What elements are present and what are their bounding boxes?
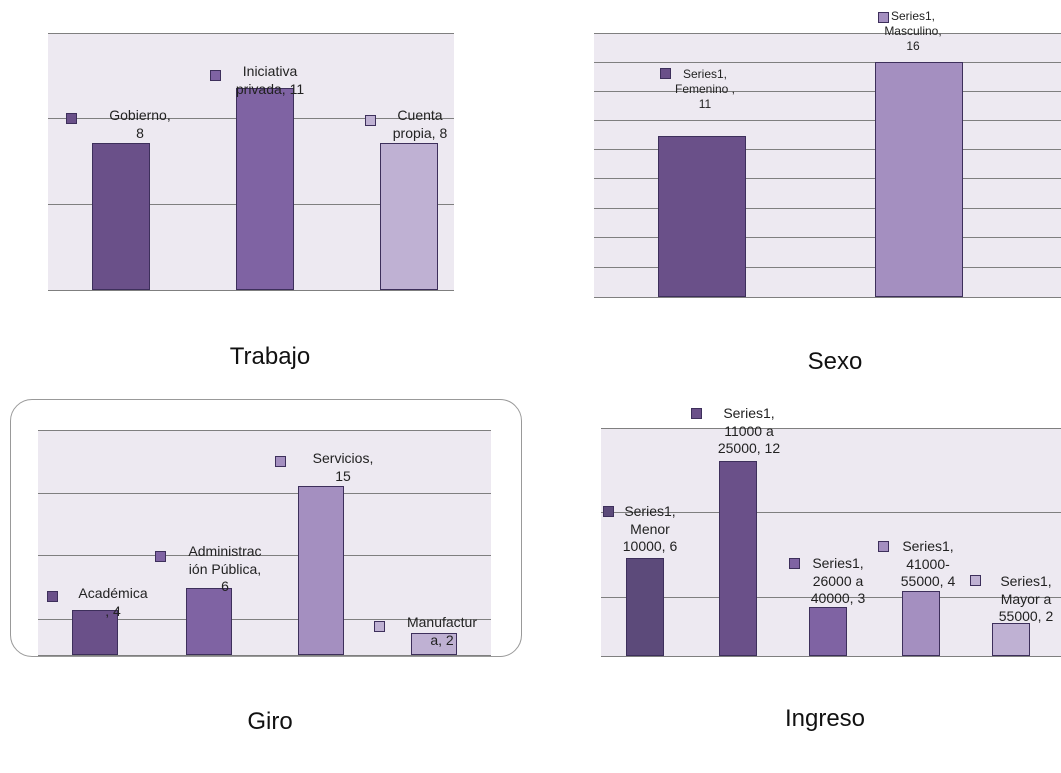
- gridline: [594, 91, 1061, 92]
- data-label-marker: [878, 541, 889, 552]
- gridline: [594, 208, 1061, 209]
- data-label-marker: [789, 558, 800, 569]
- data-label-marker: [603, 506, 614, 517]
- gridline: [594, 120, 1061, 121]
- gridline: [594, 33, 1061, 34]
- bar: [626, 558, 664, 656]
- gridline: [594, 62, 1061, 63]
- bar: [992, 623, 1030, 656]
- bar: [72, 610, 118, 655]
- data-label: Cuenta propia, 8: [392, 107, 448, 141]
- bar: [875, 62, 963, 297]
- bar: [186, 587, 232, 655]
- data-label: Iniciativa privada, 11: [235, 63, 305, 97]
- chart-title-ingreso: Ingreso: [784, 705, 866, 732]
- chart-title-giro: Giro: [247, 708, 293, 735]
- bar: [658, 135, 746, 297]
- data-label: Series1, 11000 a 25000, 12: [717, 405, 781, 456]
- data-label-marker: [47, 591, 58, 602]
- chart-title-sexo: Sexo: [807, 348, 863, 375]
- gridline: [601, 428, 1061, 429]
- data-label-marker: [210, 70, 221, 81]
- data-label-marker: [660, 68, 671, 79]
- data-label: Series1, 26000 a 40000, 3: [810, 555, 866, 606]
- chart-title-trabajo: Trabajo: [229, 343, 311, 370]
- gridline: [38, 619, 491, 620]
- gridline: [48, 290, 454, 291]
- gridline: [601, 512, 1061, 513]
- bar: [902, 590, 940, 656]
- data-label: Series1, Masculino, 16: [884, 9, 942, 53]
- data-label: Académica, 4: [78, 585, 148, 619]
- gridline: [601, 597, 1061, 598]
- data-label-marker: [374, 621, 385, 632]
- bar: [236, 88, 294, 290]
- gridline: [594, 237, 1061, 238]
- data-label: Series1, Menor 10000, 6: [622, 503, 678, 554]
- data-label: Manufactur a, 2: [406, 614, 478, 648]
- bar: [92, 143, 150, 290]
- chart-giro-frame: [10, 399, 522, 657]
- data-label: Series1, 41000- 55000, 4: [900, 538, 956, 589]
- data-label: Gobierno, 8: [109, 107, 171, 141]
- data-label-marker: [970, 575, 981, 586]
- gridline: [38, 655, 491, 656]
- gridline: [594, 297, 1061, 298]
- bar: [380, 143, 438, 290]
- data-label-marker: [66, 113, 77, 124]
- gridline: [38, 493, 491, 494]
- bar: [719, 460, 757, 656]
- data-label-marker: [365, 115, 376, 126]
- gridline: [594, 178, 1061, 179]
- data-label: Servicios, 15: [312, 450, 374, 484]
- gridline: [48, 33, 454, 34]
- data-label: Series1, Mayor a 55000, 2: [998, 573, 1054, 624]
- data-label-marker: [691, 408, 702, 419]
- data-label-marker: [878, 12, 889, 23]
- bar: [809, 607, 847, 656]
- data-label-marker: [155, 551, 166, 562]
- gridline: [601, 656, 1061, 657]
- gridline: [594, 149, 1061, 150]
- bar: [298, 486, 344, 655]
- data-label: Series1, Femenino , 11: [674, 67, 736, 111]
- gridline: [38, 555, 491, 556]
- bar: [411, 632, 457, 655]
- gridline: [594, 267, 1061, 268]
- data-label-marker: [275, 456, 286, 467]
- gridline: [38, 430, 491, 431]
- data-label: Administrac ión Pública, 6: [188, 543, 262, 594]
